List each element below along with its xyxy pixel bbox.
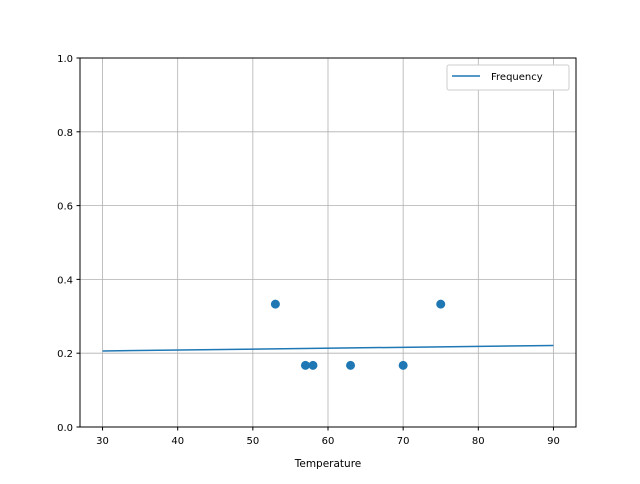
x-tick-label: 90 — [547, 436, 560, 447]
scatter-point — [308, 360, 318, 370]
x-axis-label: Temperature — [294, 458, 362, 470]
legend: Frequency — [446, 64, 570, 91]
x-tick-label: 40 — [171, 436, 184, 447]
y-tick-label: 0.4 — [57, 275, 73, 286]
scatter-point — [300, 360, 310, 370]
y-tick-label: 0.2 — [57, 349, 73, 360]
legend-box — [446, 64, 570, 91]
y-tick-label: 1.0 — [57, 54, 73, 65]
frequency-line — [102, 344, 554, 352]
scatter-point — [398, 360, 408, 370]
marks — [102, 299, 554, 370]
x-tick-label: 50 — [246, 436, 259, 447]
scatter-point — [436, 299, 446, 309]
x-tick-label: 30 — [96, 436, 109, 447]
grid — [80, 57, 576, 428]
legend-label: Frequency — [491, 72, 543, 83]
scatter-point — [346, 360, 356, 370]
y-tick-label: 0.8 — [57, 128, 73, 139]
y-tick-label: 0.0 — [57, 423, 73, 434]
x-tick-label: 60 — [322, 436, 335, 447]
scatter-point — [270, 299, 280, 309]
y-tick-label: 0.6 — [57, 202, 73, 213]
x-tick-label: 70 — [397, 436, 410, 447]
plot-frame — [79, 57, 577, 428]
ticks: 30 40 50 60 70 80 90 0.0 0.2 0.4 0.6 0.8 1.0 — [57, 54, 560, 447]
x-tick-label: 80 — [472, 436, 485, 447]
